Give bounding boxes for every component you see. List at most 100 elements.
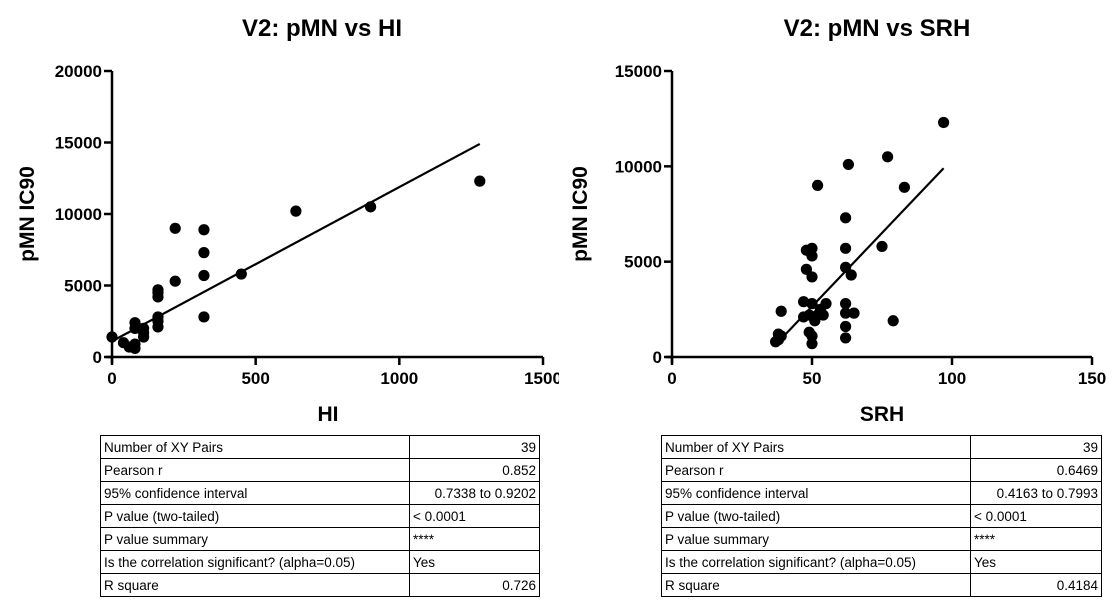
stat-label: Is the correlation significant? (alpha=0… bbox=[100, 550, 410, 574]
stat-value: Yes bbox=[970, 550, 1102, 574]
hi-panel: V2: pMN vs HI 0 5000 10000 15000 20000 0 500 100… bbox=[16, 15, 559, 597]
data-point bbox=[840, 332, 852, 344]
stat-label: 95% confidence interval bbox=[100, 481, 410, 505]
data-point bbox=[235, 268, 247, 280]
table-row: Pearson r 0.852 bbox=[100, 458, 540, 482]
stat-value: **** bbox=[970, 527, 1102, 551]
data-point bbox=[840, 307, 852, 319]
x-axis-label: SRH bbox=[860, 403, 904, 426]
chart-title: V2: pMN vs HI bbox=[242, 15, 402, 42]
stat-label: R square bbox=[100, 573, 410, 597]
data-point bbox=[129, 342, 141, 355]
srh-correlation-table: Number of XY Pairs 39 Pearson r 0.6469 95% c… bbox=[661, 435, 1102, 597]
stat-value: **** bbox=[409, 527, 540, 551]
srh-panel: V2: pMN vs SRH 0 5000 10000 15000 0 50 100 150 SR… bbox=[559, 0, 1118, 600]
data-point bbox=[887, 315, 899, 327]
stat-value: Yes bbox=[409, 550, 540, 574]
data-point bbox=[840, 298, 852, 310]
data-point bbox=[806, 298, 818, 310]
data-point bbox=[198, 269, 210, 282]
stat-label: P value summary bbox=[661, 527, 971, 551]
y-tick-label: 5000 bbox=[64, 277, 102, 296]
data-point bbox=[806, 330, 818, 342]
data-point bbox=[938, 116, 950, 129]
table-row: Number of XY Pairs 39 bbox=[100, 435, 540, 459]
x-tick-label: 1500 bbox=[524, 369, 559, 388]
stat-value: < 0.0001 bbox=[409, 504, 540, 528]
table-row: Is the correlation significant? (alpha=0… bbox=[100, 550, 540, 574]
data-point bbox=[898, 181, 910, 193]
stat-value: 39 bbox=[970, 435, 1102, 459]
data-point bbox=[365, 201, 377, 213]
y-axis-label: pMN IC90 bbox=[16, 166, 39, 262]
data-point bbox=[775, 330, 787, 342]
x-tick-label: 1000 bbox=[380, 369, 418, 388]
data-point bbox=[842, 158, 854, 171]
table-row: R square 0.4184 bbox=[661, 573, 1102, 597]
regression-line bbox=[111, 142, 481, 343]
data-point bbox=[152, 284, 164, 296]
x-tick-label: 0 bbox=[667, 369, 676, 388]
table-row: R square 0.726 bbox=[100, 573, 540, 597]
table-row: 95% confidence interval 0.4163 to 0.7993 bbox=[661, 481, 1102, 505]
data-point bbox=[812, 179, 824, 191]
data-point bbox=[806, 250, 818, 262]
table-row: 95% confidence interval 0.7338 to 0.9202 bbox=[100, 481, 540, 505]
data-point bbox=[138, 322, 150, 334]
stat-label: 95% confidence interval bbox=[661, 481, 971, 505]
data-point bbox=[152, 311, 164, 323]
table-row: Pearson r 0.6469 bbox=[661, 458, 1102, 482]
y-tick-label: 10000 bbox=[615, 157, 662, 176]
table-row: P value (two-tailed) < 0.0001 bbox=[661, 504, 1102, 528]
stat-label: Number of XY Pairs bbox=[100, 435, 410, 459]
y-tick-label: 5000 bbox=[624, 253, 662, 272]
data-point bbox=[198, 224, 210, 236]
y-tick-label: 0 bbox=[93, 348, 102, 367]
data-point bbox=[817, 309, 829, 321]
stat-value: 39 bbox=[409, 435, 540, 459]
data-point bbox=[840, 212, 852, 224]
table-row: P value summary **** bbox=[661, 527, 1102, 551]
hi-correlation-table: Number of XY Pairs 39 Pearson r 0.852 95% co… bbox=[100, 435, 540, 597]
stat-value: 0.7338 to 0.9202 bbox=[409, 481, 540, 505]
y-tick-label: 20000 bbox=[55, 62, 102, 81]
hi-scatter-chart: V2: pMN vs HI 0 5000 10000 15000 20000 0 500 100… bbox=[16, 15, 559, 426]
stat-label: Number of XY Pairs bbox=[661, 435, 971, 459]
stat-label: P value (two-tailed) bbox=[661, 504, 971, 528]
stat-label: Is the correlation significant? (alpha=0… bbox=[661, 550, 971, 574]
x-axis-label: HI bbox=[318, 403, 339, 426]
stat-value: < 0.0001 bbox=[970, 504, 1102, 528]
data-point bbox=[806, 271, 818, 283]
data-point bbox=[290, 205, 302, 217]
x-tick-label: 50 bbox=[803, 369, 822, 388]
stat-value: 0.6469 bbox=[970, 458, 1102, 482]
x-tick-label: 150 bbox=[1078, 369, 1106, 388]
y-tick-label: 15000 bbox=[615, 62, 662, 81]
data-point bbox=[198, 311, 210, 323]
table-row: Is the correlation significant? (alpha=0… bbox=[661, 550, 1102, 574]
data-point bbox=[840, 320, 852, 333]
stat-value: 0.726 bbox=[409, 573, 540, 597]
data-point bbox=[138, 331, 150, 343]
stat-label: P value summary bbox=[100, 527, 410, 551]
y-axis-label: pMN IC90 bbox=[569, 166, 592, 262]
x-tick-label: 0 bbox=[107, 369, 116, 388]
data-point bbox=[169, 222, 181, 234]
data-point bbox=[876, 240, 888, 253]
x-tick-label: 100 bbox=[938, 369, 966, 388]
chart-title: V2: pMN vs SRH bbox=[784, 15, 971, 42]
data-point bbox=[129, 317, 141, 329]
data-point bbox=[798, 296, 810, 308]
x-tick-label: 500 bbox=[241, 369, 269, 388]
stat-label: P value (two-tailed) bbox=[100, 504, 410, 528]
data-point bbox=[198, 247, 210, 259]
data-point bbox=[169, 275, 181, 287]
stat-label: R square bbox=[661, 573, 971, 597]
data-point bbox=[820, 298, 832, 310]
y-tick-label: 0 bbox=[653, 348, 662, 367]
data-point bbox=[848, 307, 860, 319]
stat-value: 0.4163 to 0.7993 bbox=[970, 481, 1102, 505]
data-point bbox=[845, 269, 857, 281]
data-point bbox=[775, 305, 787, 317]
data-point bbox=[840, 242, 852, 254]
